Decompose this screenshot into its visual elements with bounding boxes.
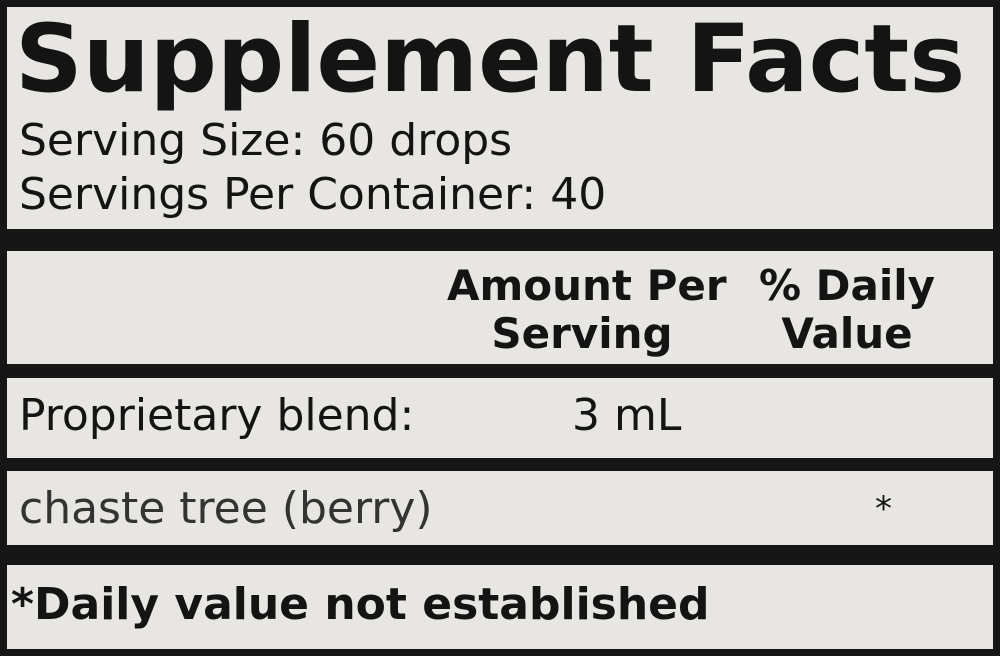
row-amount: 3 mL: [572, 390, 682, 441]
header-dv-line1: % Daily: [758, 261, 936, 310]
divider: [7, 364, 993, 378]
panel-title: Supplement Facts: [15, 5, 966, 114]
divider: [7, 458, 993, 471]
row-dv: *: [875, 489, 892, 529]
servings-per-container: Servings Per Container: 40: [19, 169, 607, 220]
divider-thick: [7, 545, 993, 565]
header-amount-line2: Serving: [491, 309, 673, 358]
divider-thick: [7, 229, 993, 251]
footnote: *Daily value not established: [11, 579, 710, 630]
header-amount-line1: Amount Per: [447, 261, 727, 310]
header-dv-line2: Value: [781, 309, 913, 358]
row-name: Proprietary blend:: [19, 390, 415, 441]
row-name: chaste tree (berry): [19, 483, 433, 534]
serving-size: Serving Size: 60 drops: [19, 115, 513, 166]
amount-per-serving-header: Amount Per Serving: [447, 261, 727, 358]
daily-value-header: % Daily Value: [752, 262, 942, 358]
